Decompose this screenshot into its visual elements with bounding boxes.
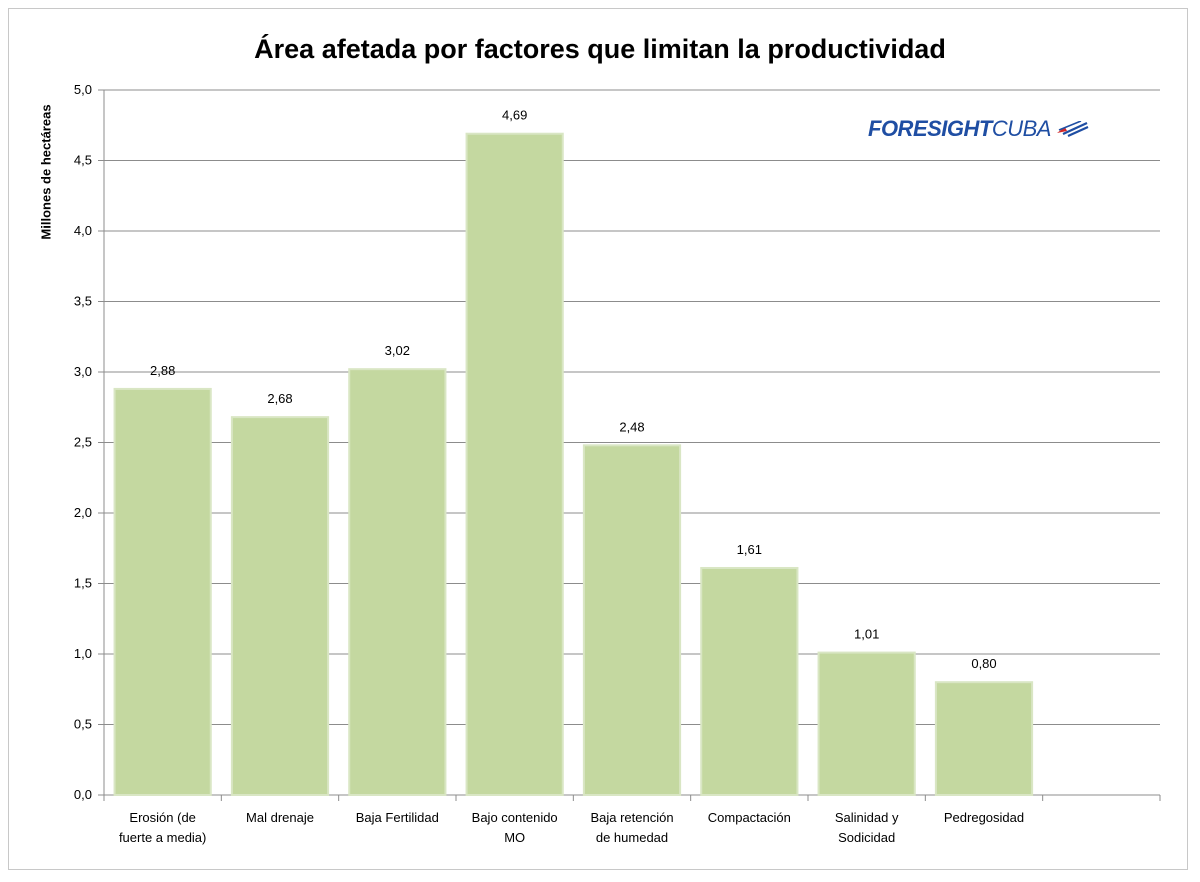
data-label: 1,61 [737,542,762,557]
y-tick-label: 0,5 [74,717,92,732]
x-tick-label: Salinidad y [835,810,899,825]
y-tick-label: 0,0 [74,787,92,802]
bar [230,416,330,796]
x-tick-label: Baja Fertilidad [356,810,439,825]
chart-title: Área afetada por factores que limitan la… [254,34,946,64]
cuban-flag-icon [1055,117,1089,143]
y-tick-label: 5,0 [74,82,92,97]
data-label: 4,69 [502,108,527,123]
x-tick-label: Compactación [708,810,791,825]
y-tick-label: 4,5 [74,153,92,168]
bar [465,132,564,796]
bar [817,651,916,797]
logo-bold-text: FORESIGHT [868,116,992,141]
x-tick-label: Mal drenaje [246,810,314,825]
x-tick-label: Baja retención [590,810,673,825]
y-tick-label: 2,5 [74,435,92,450]
y-tick-label: 4,0 [74,223,92,238]
x-tick-label: de humedad [596,830,668,845]
y-tick-label: 3,5 [74,294,92,309]
data-label: 0,80 [971,656,996,671]
bar [582,444,682,796]
y-tick-label: 3,0 [74,364,92,379]
foresightcuba-logo: FORESIGHTCUBA [868,116,1089,143]
x-tick-label: Sodicidad [838,830,895,845]
bar [700,566,799,796]
x-tick-label: Erosión (de [129,810,195,825]
y-tick-label: 2,0 [74,505,92,520]
y-tick-label: 1,0 [74,646,92,661]
bar [348,368,447,796]
data-label: 1,01 [854,627,879,642]
data-label: 2,88 [150,363,175,378]
bar [934,681,1034,797]
x-tick-label: Bajo contenido [472,810,558,825]
data-label: 2,48 [619,419,644,434]
x-tick-label: Pedregosidad [944,810,1024,825]
logo-light-text: CUBA [991,116,1052,141]
x-tick-label: MO [504,830,525,845]
data-label: 2,68 [267,391,292,406]
data-label: 3,02 [385,343,410,358]
bar [113,387,212,796]
x-tick-label: fuerte a media) [119,830,206,845]
y-tick-label: 1,5 [74,576,92,591]
